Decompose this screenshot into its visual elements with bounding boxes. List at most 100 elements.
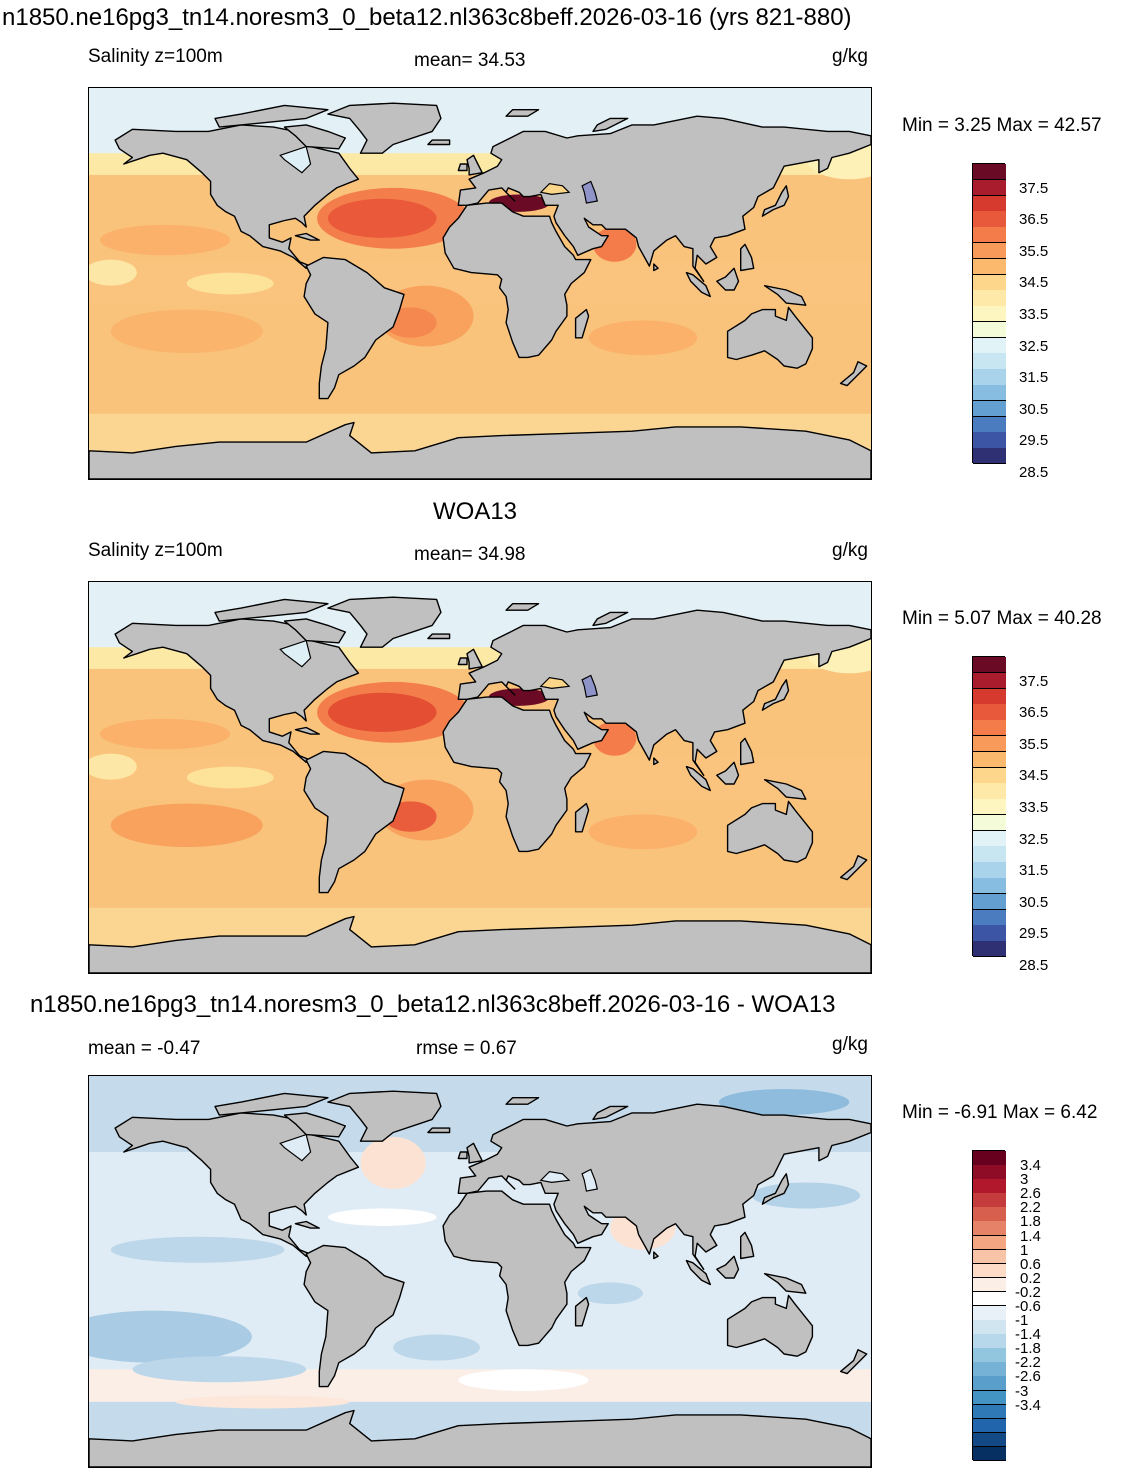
map-canvas [89, 1076, 871, 1467]
field-patch [588, 320, 698, 356]
colorbar-tick-label: 36.5 [1019, 704, 1049, 722]
colorbar-tick-label: 33.5 [1019, 799, 1049, 816]
colorbar-tick-label: 29.5 [1019, 925, 1049, 943]
colorbar-tick-label: -1.8 [1015, 1340, 1041, 1358]
ocean-band [89, 1076, 871, 1088]
colorbar-swatch [973, 242, 1006, 260]
colorbar-tick-label: 37.5 [1019, 179, 1049, 197]
ocean-band [89, 886, 871, 898]
land-borneo [716, 267, 740, 291]
ocean-band [89, 1260, 871, 1273]
ocean-band [89, 294, 871, 306]
land-philippines [740, 1231, 755, 1260]
colorbar-swatch [973, 1207, 1006, 1222]
ocean-band [89, 592, 871, 605]
inland-sea-hudson [279, 145, 312, 174]
ocean-band [89, 1130, 871, 1142]
ocean-band [89, 1086, 871, 1099]
colorbar-swatch [973, 1306, 1006, 1321]
land-eurasia [457, 115, 871, 283]
land-sumatra [685, 765, 711, 792]
colorbar-swatch [973, 1193, 1006, 1208]
colorbar-tick-label: -0.6 [1015, 1298, 1041, 1315]
colorbar-tick-label: 33.5 [1019, 306, 1049, 323]
land-svalbard [505, 603, 540, 611]
field-patch [327, 198, 437, 238]
ocean-band [89, 1119, 871, 1131]
land-arcticislands [214, 1092, 329, 1116]
colorbar-swatch [973, 941, 1006, 958]
panel-1-variable-label: Salinity z=100m [88, 46, 223, 67]
land-srilanka [653, 757, 659, 766]
inland-sea-caspian [581, 674, 599, 698]
colorbar-tick-label: 31.5 [1019, 369, 1049, 387]
ocean-band [89, 1412, 871, 1425]
colorbar-swatch [973, 337, 1006, 354]
ocean-band [89, 348, 871, 361]
colorbar-swatch [973, 1235, 1006, 1251]
ocean-band [89, 88, 871, 100]
panel-3-units-label: g/kg [832, 1034, 868, 1055]
colorbar-swatch [973, 353, 1006, 370]
land-arcticislands [214, 104, 329, 128]
colorbar-tick-label: -3 [1015, 1382, 1029, 1400]
field-patch [110, 803, 263, 848]
land-africa [442, 696, 592, 853]
field-patch [327, 692, 437, 732]
colorbar-swatch [973, 432, 1006, 449]
land-samerica [303, 256, 405, 400]
colorbar-swatch [973, 1165, 1006, 1180]
land-philippines [740, 737, 755, 766]
colorbar-swatch [973, 321, 1006, 339]
colorbar-tick-label: 32.5 [1019, 337, 1049, 355]
panel-1-units-label: g/kg [832, 46, 868, 67]
colorbar-swatch [973, 1432, 1006, 1448]
ocean-band [89, 918, 871, 931]
panel-3-title: n1850.ne16pg3_tn14.noresm3_0_beta12.nl36… [30, 991, 836, 1018]
colorbar-swatch [973, 720, 1006, 737]
land-ireland [457, 1151, 468, 1160]
colorbar-swatch [973, 893, 1006, 911]
inland-sea-hudson [279, 1133, 312, 1162]
colorbar-tick-label: 3 [1020, 1171, 1029, 1189]
panel-2-salinity-map [88, 581, 872, 974]
field-patch [89, 259, 137, 286]
ocean-band [89, 131, 871, 143]
field-patch [175, 1395, 350, 1409]
land-samerica [303, 750, 405, 894]
land-svalbard [505, 1097, 540, 1105]
colorbar-tick-label: 37.5 [1019, 672, 1049, 690]
panel-3-mean-label: mean = -0.47 [88, 1038, 201, 1059]
panel-1-colorbar: 37.5 36.5 35.5 34.5 33.5 32.5 31.5 30.5 29.5 28.5 [972, 163, 1048, 480]
ocean-band [89, 1314, 871, 1327]
map-canvas [89, 582, 871, 973]
panel-1-minmax-label: Min = 3.25 Max = 42.57 [902, 115, 1102, 136]
ocean-band [89, 690, 871, 703]
ocean-band [89, 1304, 871, 1316]
land-uk [466, 648, 483, 670]
land-newguinea [763, 778, 807, 800]
colorbar-swatch [973, 369, 1006, 386]
panel-3-rmse-label: rmse = 0.67 [416, 1038, 517, 1059]
land-cuba [294, 232, 321, 241]
land-japan [761, 1173, 790, 1205]
field-patch [186, 766, 274, 789]
colorbar-tick-label: 1.4 [1020, 1227, 1041, 1245]
colorbar-swatch [973, 751, 1006, 769]
land-eurasia [457, 609, 871, 777]
ocean-band [89, 305, 871, 317]
colorbar-tick-label: -2.2 [1015, 1354, 1041, 1372]
land-svalbard [505, 109, 540, 117]
panel-2-title: WOA13 [433, 498, 518, 525]
colorbar-swatch [973, 1179, 1006, 1194]
land-madagascar [574, 1296, 590, 1327]
colorbar-swatch [973, 164, 1006, 181]
colorbar-tick-label: -0.2 [1015, 1283, 1041, 1301]
land-antarctica [89, 1409, 871, 1467]
colorbar-tick-label: -2.6 [1015, 1368, 1041, 1386]
panel-1-mean-label: mean= 34.53 [414, 50, 526, 71]
ocean-band [89, 1108, 871, 1121]
land-madagascar [574, 308, 590, 339]
colorbar-swatch [973, 735, 1006, 753]
colorbar-swatch [973, 1362, 1006, 1377]
